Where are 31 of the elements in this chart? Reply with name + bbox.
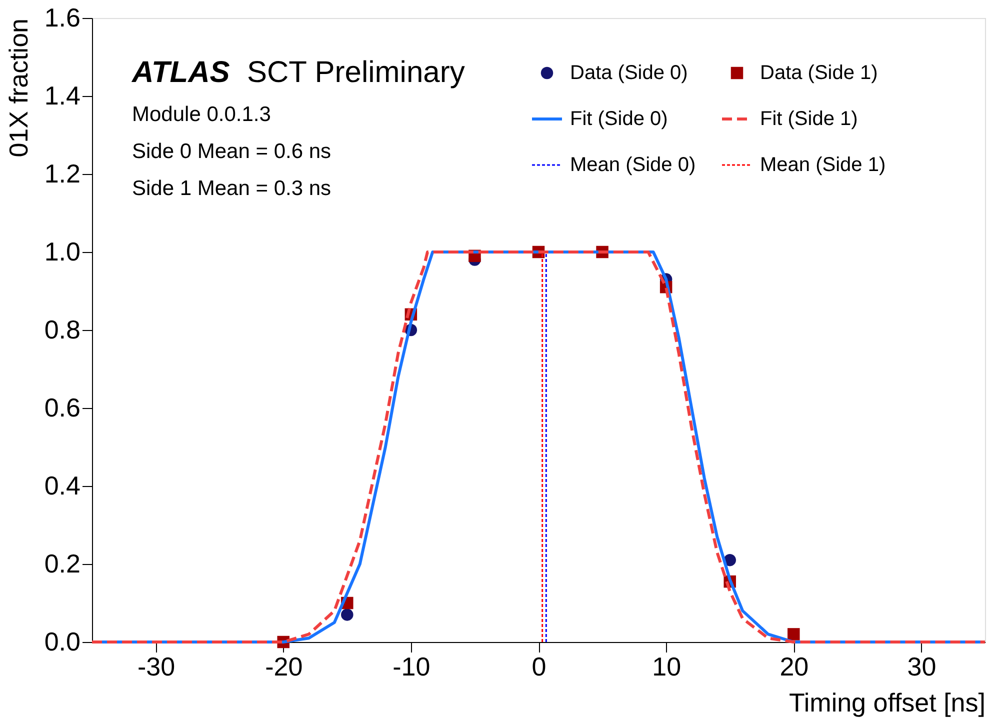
y-tick-label: 1.6 (44, 2, 80, 32)
annotation: ATLAS (131, 56, 230, 89)
y-tick-label: 1.4 (44, 80, 80, 110)
y-tick-label: 1.2 (44, 158, 80, 188)
y-tick-label: 0.0 (44, 626, 80, 656)
x-tick-label: 30 (907, 652, 936, 682)
legend-label: Mean (Side 1) (760, 154, 886, 176)
y-tick-label: 0.4 (44, 470, 80, 500)
x-tick-label: -20 (265, 652, 303, 682)
y-tick-label: 0.2 (44, 548, 80, 578)
legend-label: Data (Side 1) (760, 62, 878, 84)
y-tick-label: 0.6 (44, 392, 80, 422)
y-axis-title: 01X fraction (3, 18, 34, 158)
annotation: SCT Preliminary (247, 56, 465, 89)
y-tick-label: 1.0 (44, 236, 80, 266)
legend-label: Fit (Side 1) (760, 108, 858, 130)
x-tick-label: -10 (392, 652, 430, 682)
x-axis-title: Timing offset [ns] (788, 688, 986, 718)
annotation: Side 1 Mean = 0.3 ns (132, 177, 332, 200)
annotation: Module 0.0.1.3 (132, 103, 271, 126)
x-tick-label: 10 (652, 652, 682, 682)
y-tick-label: 0.8 (44, 314, 80, 344)
point (341, 608, 354, 621)
x-tick-label: -30 (137, 652, 176, 682)
legend-label: Fit (Side 0) (570, 108, 668, 130)
legend-label: Mean (Side 0) (570, 154, 696, 176)
x-tick-label: 20 (780, 652, 809, 682)
annotation: Side 0 Mean = 0.6 ns (132, 140, 332, 163)
point (788, 628, 800, 640)
x-tick-label: 0 (532, 652, 546, 682)
legend-label: Data (Side 0) (570, 62, 688, 84)
